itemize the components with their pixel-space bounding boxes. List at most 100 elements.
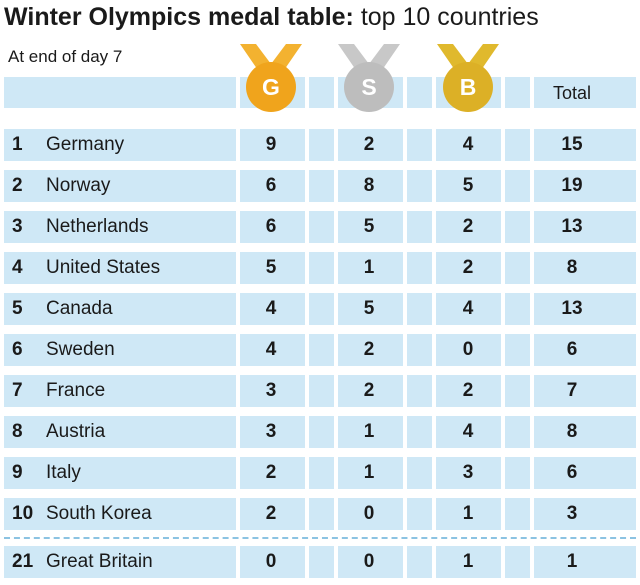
row-column-divider [530, 498, 534, 530]
row-column-divider [501, 416, 505, 448]
row-column-divider [236, 546, 240, 578]
country-cell: Germany [46, 134, 125, 155]
gold-count-cell: 4 [265, 339, 277, 360]
bronze-count-cell: 2 [462, 257, 474, 278]
row-column-divider [305, 546, 309, 578]
row-column-divider [305, 170, 309, 202]
row-column-divider [236, 375, 240, 407]
rank-cell: 5 [12, 298, 23, 319]
row-column-divider [432, 457, 436, 489]
bronze-count-cell: 3 [462, 462, 474, 483]
row-column-divider [530, 334, 534, 366]
row-column-divider [501, 334, 505, 366]
bronze-count-cell: 4 [462, 298, 474, 319]
silver-medal-letter: S [361, 74, 376, 100]
header-column-divider [236, 77, 240, 108]
header-column-divider [501, 77, 505, 108]
row-column-divider [501, 546, 505, 578]
row-column-divider [530, 129, 534, 161]
silver-count-cell: 0 [363, 551, 375, 572]
row-column-divider [432, 334, 436, 366]
bronze-count-cell: 2 [462, 216, 474, 237]
gold-count-cell: 3 [265, 421, 277, 442]
row-column-divider [305, 375, 309, 407]
row-column-divider [530, 170, 534, 202]
row-column-divider [501, 457, 505, 489]
row-column-divider [432, 252, 436, 284]
row-column-divider [432, 416, 436, 448]
row-column-divider [334, 252, 338, 284]
row-column-divider [530, 546, 534, 578]
silver-count-cell: 1 [363, 462, 375, 483]
row-column-divider [432, 211, 436, 243]
gold-count-cell: 5 [265, 257, 277, 278]
row-column-divider [236, 498, 240, 530]
row-column-divider [305, 211, 309, 243]
row-column-divider [403, 457, 407, 489]
row-column-divider [501, 129, 505, 161]
row-column-divider [501, 498, 505, 530]
row-column-divider [334, 170, 338, 202]
country-cell: Great Britain [46, 551, 153, 572]
total-count-cell: 8 [566, 421, 578, 442]
row-column-divider [305, 498, 309, 530]
row-column-divider [403, 334, 407, 366]
silver-count-cell: 1 [363, 421, 375, 442]
silver-count-cell: 5 [363, 298, 375, 319]
gold-count-cell: 3 [265, 380, 277, 401]
row-column-divider [403, 416, 407, 448]
chart-subtitle: At end of day 7 [8, 47, 123, 66]
row-column-divider [334, 293, 338, 325]
row-column-divider [432, 170, 436, 202]
rank-cell: 2 [12, 175, 23, 196]
row-column-divider [501, 211, 505, 243]
title-rest: top 10 countries [353, 3, 539, 31]
row-column-divider [334, 129, 338, 161]
row-column-divider [334, 546, 338, 578]
total-count-cell: 13 [561, 298, 583, 319]
row-column-divider [501, 170, 505, 202]
silver-medal-icon: S [338, 44, 400, 112]
row-column-divider [334, 334, 338, 366]
row-column-divider [305, 129, 309, 161]
row-column-divider [334, 211, 338, 243]
gold-ribbon [240, 44, 302, 76]
row-column-divider [236, 129, 240, 161]
separator-line [4, 537, 636, 539]
header-column-divider [403, 77, 407, 108]
row-column-divider [403, 252, 407, 284]
row-column-divider [403, 498, 407, 530]
row-column-divider [236, 334, 240, 366]
silver-count-cell: 8 [363, 175, 375, 196]
row-column-divider [501, 252, 505, 284]
row-column-divider [305, 252, 309, 284]
silver-count-cell: 2 [363, 134, 375, 155]
row-column-divider [236, 211, 240, 243]
bronze-ribbon [437, 44, 499, 76]
bronze-count-cell: 0 [462, 339, 474, 360]
row-column-divider [432, 129, 436, 161]
total-column-header: Total [552, 83, 592, 103]
gold-medal-letter: G [262, 74, 280, 100]
rank-cell: 21 [12, 551, 34, 572]
row-column-divider [432, 546, 436, 578]
gold-medal-disc [246, 62, 296, 112]
row-column-divider [236, 293, 240, 325]
bronze-count-cell: 4 [462, 134, 474, 155]
silver-count-cell: 2 [363, 380, 375, 401]
row-column-divider [530, 375, 534, 407]
row-column-divider [403, 375, 407, 407]
row-column-divider [403, 170, 407, 202]
row-column-divider [334, 416, 338, 448]
row-column-divider [403, 211, 407, 243]
gold-count-cell: 9 [265, 134, 277, 155]
silver-count-cell: 0 [363, 503, 375, 524]
row-column-divider [530, 211, 534, 243]
bronze-count-cell: 1 [462, 503, 474, 524]
bronze-count-cell: 1 [462, 551, 474, 572]
country-cell: Austria [46, 421, 106, 442]
header-column-divider [432, 77, 436, 108]
row-column-divider [236, 457, 240, 489]
header-column-divider [305, 77, 309, 108]
rank-cell: 1 [12, 134, 23, 155]
